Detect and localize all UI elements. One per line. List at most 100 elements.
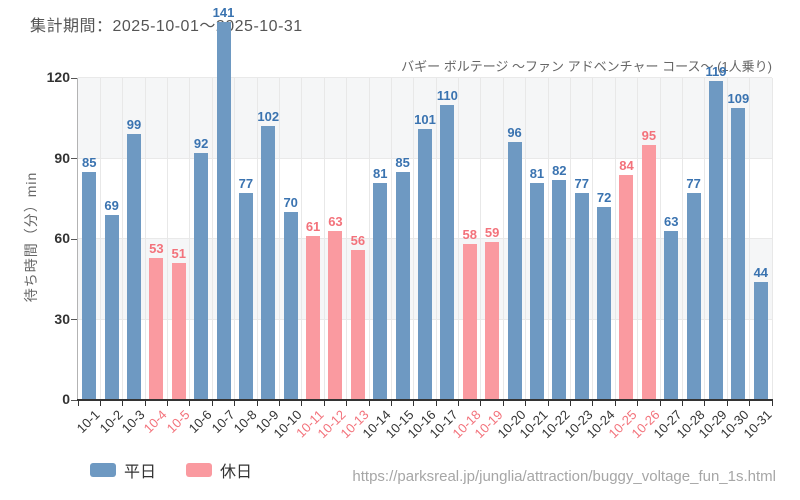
x-tick-mark <box>681 401 683 406</box>
x-tick-mark <box>637 401 639 406</box>
y-tick-mark <box>71 77 77 79</box>
y-tick-label: 60 <box>54 230 70 246</box>
v-gridline <box>637 78 639 400</box>
bar-label-10-7: 141 <box>212 4 235 20</box>
legend-item-weekday[interactable]: 平日 <box>90 458 156 482</box>
x-tick-mark <box>502 401 504 406</box>
x-axis-line <box>77 399 773 401</box>
bar-label-10-28: 77 <box>686 176 701 192</box>
bar-label-10-22: 82 <box>552 162 567 178</box>
v-gridline <box>122 78 124 400</box>
bar-label-10-3: 99 <box>126 117 142 133</box>
bar-10-21[interactable] <box>529 182 544 400</box>
chart-title: 集計期間：2025-10-01〜2025-10-31 <box>30 18 303 35</box>
h-gridline <box>78 77 772 78</box>
bar-10-22[interactable] <box>552 179 567 400</box>
legend: 平日 休日 <box>90 458 252 482</box>
bar-10-30[interactable] <box>731 107 746 400</box>
bar-label-10-16: 101 <box>414 111 436 127</box>
v-gridline <box>323 78 325 400</box>
bar-10-16[interactable] <box>418 128 432 400</box>
x-tick-mark <box>749 401 751 406</box>
bar-10-24[interactable] <box>597 206 612 400</box>
bar-10-28[interactable] <box>686 193 701 400</box>
bar-10-13[interactable] <box>350 249 365 400</box>
v-gridline <box>390 78 392 400</box>
bar-10-15[interactable] <box>395 171 410 400</box>
y-tick-mark <box>71 399 77 401</box>
x-tick-mark <box>323 401 325 406</box>
bar-label-10-12: 63 <box>328 213 343 229</box>
v-gridline <box>234 78 236 400</box>
bar-10-12[interactable] <box>328 230 343 400</box>
bar-label-10-25: 84 <box>619 157 634 173</box>
bar-label-10-1: 85 <box>81 154 97 170</box>
x-tick-mark <box>189 401 191 406</box>
v-gridline <box>659 78 661 400</box>
bar-10-27[interactable] <box>664 230 679 400</box>
v-gridline <box>368 78 370 400</box>
x-tick-mark <box>480 401 482 406</box>
bar-10-20[interactable] <box>507 142 522 400</box>
bar-10-9[interactable] <box>261 126 276 400</box>
bar-label-10-11: 61 <box>305 219 321 235</box>
bar-10-1[interactable] <box>82 171 97 400</box>
bar-10-14[interactable] <box>373 182 388 400</box>
v-gridline <box>167 78 169 400</box>
v-gridline <box>547 78 549 400</box>
y-tick-mark <box>71 319 77 320</box>
x-tick-mark <box>368 401 370 406</box>
bar-10-5[interactable] <box>171 263 186 400</box>
bar-10-26[interactable] <box>641 145 656 400</box>
x-tick-mark <box>726 401 728 406</box>
bar-10-17[interactable] <box>440 104 455 400</box>
bar-label-10-6: 92 <box>193 136 209 152</box>
v-gridline <box>346 78 348 400</box>
v-gridline <box>502 78 504 400</box>
v-gridline <box>435 78 437 400</box>
legend-label-weekday: 平日 <box>124 464 157 481</box>
bar-label-10-9: 102 <box>257 109 280 125</box>
legend-label-holiday: 休日 <box>220 464 253 481</box>
bar-10-25[interactable] <box>619 174 634 400</box>
x-tick-mark <box>256 401 258 406</box>
v-gridline <box>301 78 303 400</box>
bar-10-8[interactable] <box>238 193 253 400</box>
v-gridline <box>99 78 101 400</box>
v-gridline <box>726 78 728 400</box>
x-tick-mark <box>122 401 124 406</box>
v-gridline <box>413 78 415 400</box>
bar-10-7[interactable] <box>216 21 231 400</box>
bar-10-3[interactable] <box>126 134 141 400</box>
v-gridline <box>211 78 213 400</box>
bar-10-31[interactable] <box>753 281 768 400</box>
bar-10-4[interactable] <box>149 257 164 400</box>
v-gridline <box>256 78 258 400</box>
bar-label-10-24: 72 <box>596 189 612 205</box>
bar-label-10-10: 70 <box>283 195 298 211</box>
bar-10-2[interactable] <box>104 214 119 400</box>
v-gridline <box>144 78 146 400</box>
v-gridline <box>570 78 572 400</box>
x-tick-mark <box>547 401 549 406</box>
v-gridline <box>681 78 683 400</box>
bar-label-10-27: 63 <box>664 213 679 229</box>
legend-swatch-weekday <box>90 463 116 477</box>
bar-10-6[interactable] <box>194 153 209 400</box>
bar-10-19[interactable] <box>485 241 500 400</box>
bar-label-10-21: 81 <box>529 165 545 181</box>
bar-10-11[interactable] <box>306 236 321 400</box>
bar-10-10[interactable] <box>283 212 298 400</box>
x-tick-mark <box>301 401 303 406</box>
y-tick-label: 120 <box>46 69 70 85</box>
bar-label-10-29: 119 <box>705 63 727 79</box>
v-gridline <box>278 78 280 400</box>
x-tick-mark <box>346 401 348 406</box>
legend-item-holiday[interactable]: 休日 <box>186 458 252 482</box>
v-gridline <box>592 78 594 400</box>
bar-10-18[interactable] <box>462 244 477 400</box>
x-tick-mark <box>570 401 572 406</box>
bar-10-23[interactable] <box>574 193 589 400</box>
bar-10-29[interactable] <box>709 80 724 400</box>
